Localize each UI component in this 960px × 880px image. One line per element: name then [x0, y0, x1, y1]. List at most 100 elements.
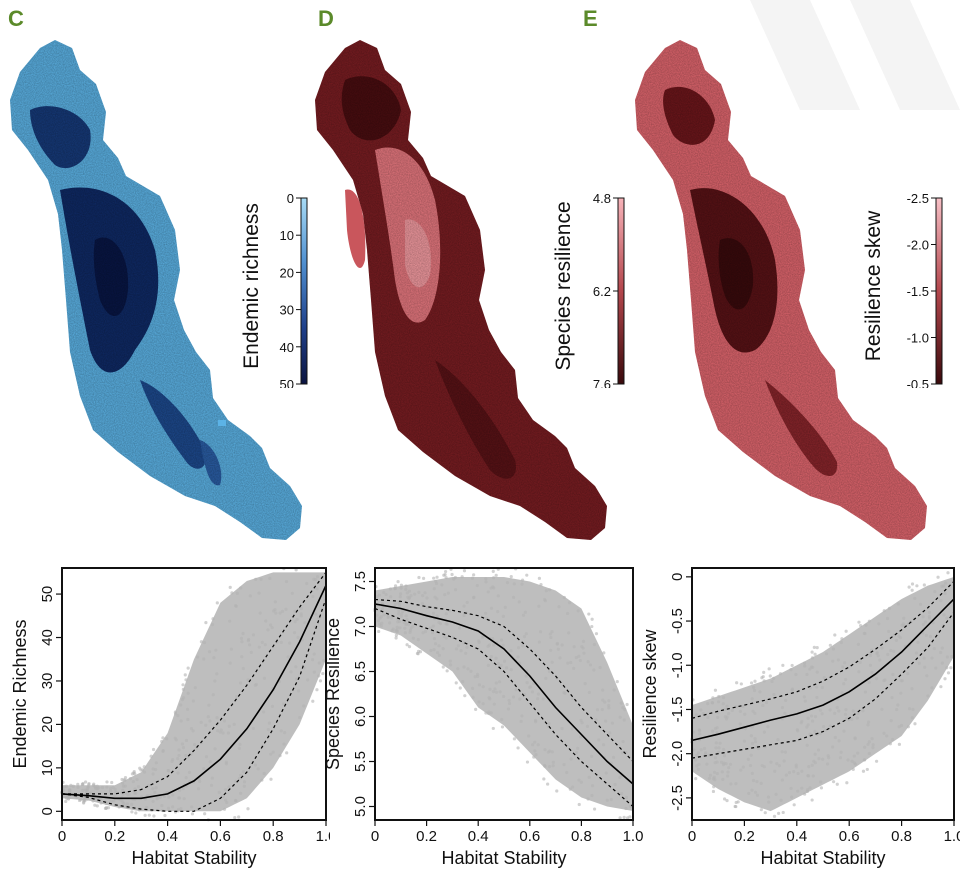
data-point	[151, 787, 155, 791]
data-point	[503, 605, 507, 610]
data-point	[235, 694, 239, 699]
x-tick-label: 0.6	[210, 828, 231, 845]
data-point	[213, 679, 217, 683]
data-point	[394, 629, 398, 633]
data-point	[470, 686, 475, 690]
data-point	[880, 646, 884, 650]
data-point	[239, 586, 243, 590]
data-point	[585, 724, 590, 728]
legend-tick-label: 7.6	[593, 377, 611, 388]
data-point	[891, 737, 895, 742]
data-point	[753, 740, 758, 744]
data-point	[889, 648, 893, 653]
data-point	[939, 650, 943, 655]
data-point	[161, 736, 165, 740]
scatter-resilience-skew: 0 0.2 0.4 0.6 0.8 1.0 -2.5 -2.0 -1.5 -1.0 -0.5 0 Hab…	[640, 567, 960, 868]
data-point	[812, 645, 816, 649]
data-point	[799, 721, 803, 725]
x-tick-label: 0.8	[571, 828, 592, 845]
ci-upper-line	[62, 571, 327, 795]
data-point	[464, 651, 468, 655]
data-point	[567, 601, 572, 605]
data-point	[725, 704, 729, 708]
data-point	[827, 756, 831, 760]
legend-tick-label: 4.8	[593, 191, 611, 206]
data-point	[227, 724, 231, 728]
data-point	[735, 681, 739, 685]
data-point	[579, 718, 583, 722]
data-point	[806, 716, 810, 720]
data-point	[151, 799, 155, 803]
data-point	[930, 656, 934, 660]
data-point	[462, 569, 467, 573]
data-point	[457, 626, 462, 630]
data-point	[431, 611, 436, 615]
data-point	[407, 645, 412, 649]
data-point	[767, 800, 771, 804]
data-point	[211, 693, 215, 697]
data-point	[160, 804, 164, 808]
data-point	[896, 602, 900, 606]
data-point	[499, 638, 504, 642]
data-point	[80, 782, 84, 786]
data-point	[520, 582, 524, 586]
data-point	[565, 770, 569, 775]
data-point	[494, 690, 499, 694]
data-point	[416, 638, 420, 642]
data-point	[246, 807, 250, 811]
data-point	[831, 659, 835, 663]
y-tick-label: 6.0	[352, 706, 369, 727]
data-point	[305, 581, 309, 586]
data-point	[870, 737, 874, 741]
data-point	[386, 615, 390, 620]
data-point	[527, 734, 531, 738]
data-point	[235, 591, 239, 595]
data-point	[297, 689, 301, 693]
data-point	[443, 569, 448, 574]
data-point	[562, 762, 566, 767]
data-point	[193, 686, 197, 690]
data-point	[550, 750, 554, 754]
y-tick-label: 50	[39, 586, 56, 603]
data-point	[815, 695, 819, 700]
data-point	[696, 751, 701, 755]
data-point	[196, 787, 201, 791]
data-point	[836, 658, 841, 662]
data-point	[242, 780, 247, 784]
data-point	[587, 775, 591, 779]
data-point	[750, 771, 754, 775]
y-tick-label: 30	[39, 673, 56, 690]
data-point	[93, 803, 97, 807]
data-point	[67, 788, 71, 792]
data-point	[781, 810, 785, 815]
y-tick-label: 10	[39, 760, 56, 777]
data-point	[694, 777, 698, 781]
data-point	[494, 681, 498, 685]
data-point	[734, 800, 738, 805]
data-point	[901, 622, 905, 626]
data-point	[551, 760, 555, 764]
data-point	[158, 795, 162, 799]
data-point	[570, 727, 574, 731]
data-point	[866, 723, 870, 727]
data-point	[128, 777, 133, 781]
data-point	[820, 712, 824, 716]
data-point	[568, 787, 572, 791]
data-point	[179, 719, 183, 723]
data-point	[458, 686, 462, 690]
x-tick-label: 0.4	[468, 828, 489, 845]
data-point	[518, 697, 522, 701]
data-point	[210, 622, 215, 627]
data-point	[525, 681, 529, 685]
data-point	[492, 643, 496, 647]
data-point	[475, 583, 479, 588]
data-point	[543, 748, 547, 752]
data-point	[910, 582, 915, 586]
data-point	[751, 778, 756, 783]
data-point	[815, 670, 819, 674]
data-point	[377, 593, 381, 597]
data-point	[223, 798, 228, 802]
data-point	[809, 714, 814, 718]
data-point	[915, 584, 919, 588]
data-point	[256, 767, 260, 771]
